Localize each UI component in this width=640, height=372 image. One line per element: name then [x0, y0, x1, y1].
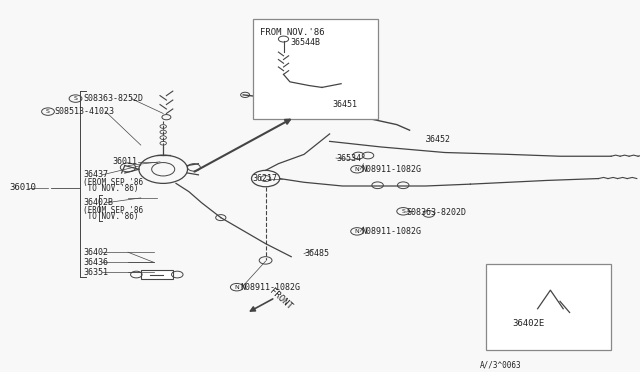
Text: TO NOV.'86): TO NOV.'86) [83, 185, 139, 193]
Text: N08911-1082G: N08911-1082G [240, 283, 300, 292]
Text: 36402E: 36402E [512, 319, 544, 328]
Text: (FROM SEP.'86: (FROM SEP.'86 [83, 206, 143, 215]
Text: 36485: 36485 [304, 249, 329, 258]
Text: 36436: 36436 [83, 258, 108, 267]
Text: 36452: 36452 [426, 135, 451, 144]
Text: 36217: 36217 [253, 174, 278, 183]
Text: 36402: 36402 [83, 248, 108, 257]
Text: 36451: 36451 [333, 100, 358, 109]
Text: S: S [401, 209, 405, 214]
Text: 36402B: 36402B [83, 198, 113, 207]
Text: S: S [74, 96, 77, 101]
Bar [486, 264, 611, 350]
Text: TO NOV.'86): TO NOV.'86) [83, 212, 139, 221]
Text: S08363-8252D: S08363-8252D [83, 94, 143, 103]
Text: N: N [355, 167, 360, 172]
Text: 36544B: 36544B [290, 38, 320, 47]
Text: 36534: 36534 [336, 154, 361, 163]
Text: A//3^0063: A//3^0063 [480, 360, 522, 369]
Text: N08911-1082G: N08911-1082G [362, 165, 422, 174]
Text: 36010: 36010 [10, 183, 36, 192]
Bar [141, 270, 173, 279]
Text: 36351: 36351 [83, 268, 108, 277]
Text: S08513-41023: S08513-41023 [54, 107, 115, 116]
Text: FROM NOV.'86: FROM NOV.'86 [260, 28, 325, 37]
Text: 36011: 36011 [112, 157, 137, 166]
Text: N: N [234, 285, 239, 290]
Bar [253, 19, 378, 119]
Text: (FROM SEP.'86: (FROM SEP.'86 [83, 178, 143, 187]
Text: S: S [46, 109, 50, 114]
Text: N08911-1082G: N08911-1082G [362, 227, 422, 236]
Text: S08363-8202D: S08363-8202D [406, 208, 467, 217]
Text: FRONT: FRONT [268, 287, 294, 312]
Text: 36437: 36437 [83, 170, 108, 179]
Text: N: N [355, 229, 360, 234]
